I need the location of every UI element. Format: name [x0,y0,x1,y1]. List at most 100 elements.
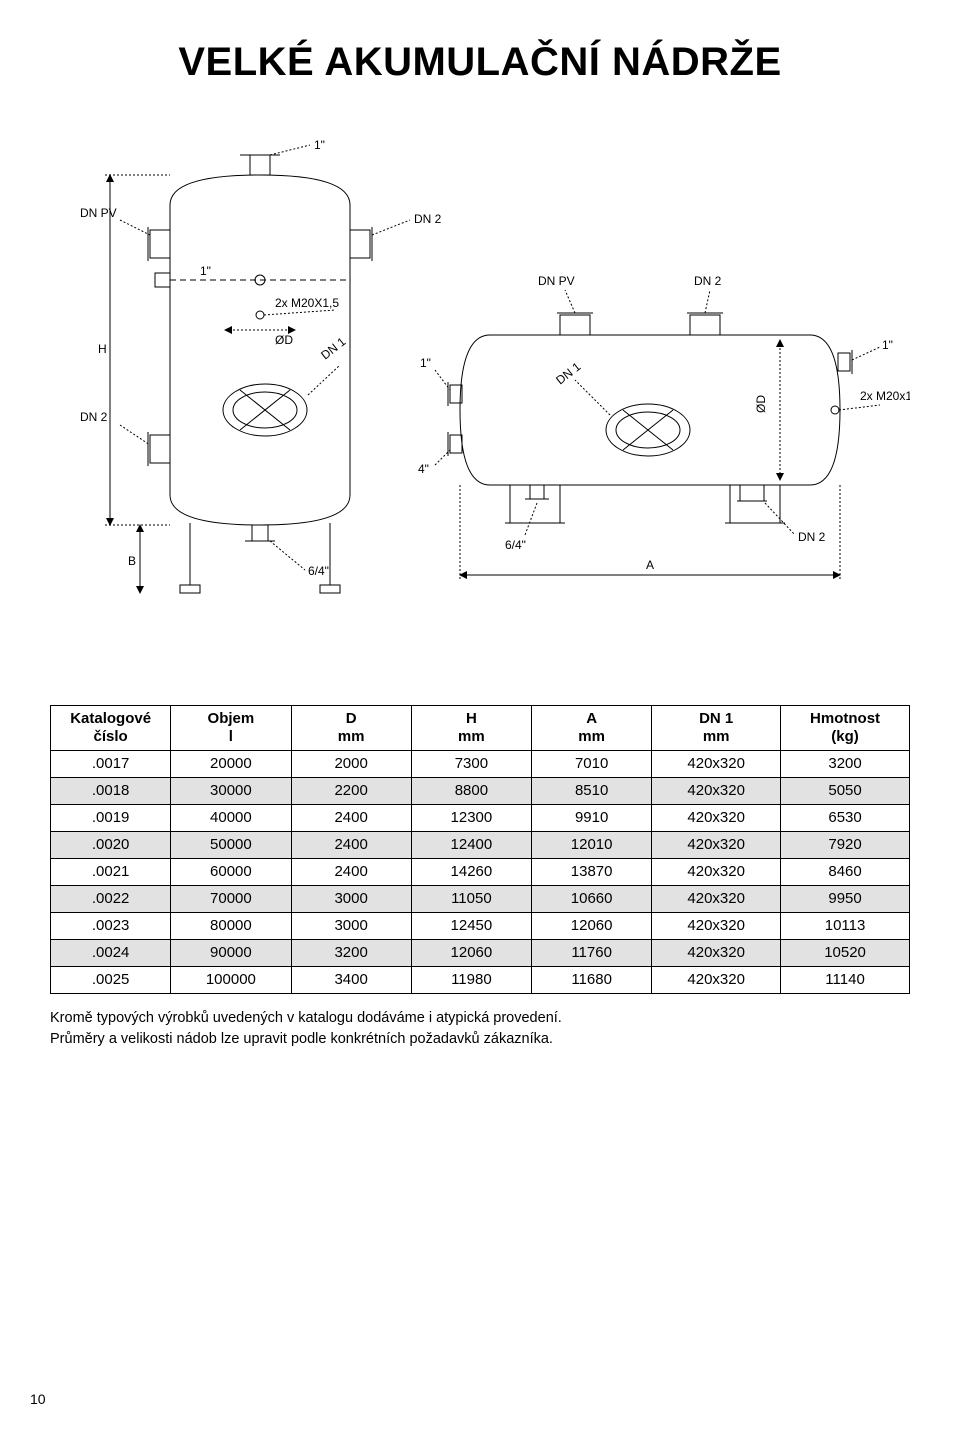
table-cell: 3200 [291,940,411,967]
table-cell: 9950 [781,886,910,913]
table-row: .00205000024001240012010420x3207920 [51,832,910,859]
table-cell: 2000 [291,751,411,778]
table-cell: 6530 [781,805,910,832]
table-cell: 90000 [171,940,291,967]
table-row: .00238000030001245012060420x32010113 [51,913,910,940]
table-cell: 7300 [411,751,531,778]
table-cell: 10660 [532,886,652,913]
page-title: VELKÉ AKUMULAČNÍ NÁDRŽE [50,40,910,85]
table-cell: 2400 [291,805,411,832]
table-cell: 10520 [781,940,910,967]
table-cell: 10113 [781,913,910,940]
col-header: Objeml [171,706,291,751]
table-cell: .0018 [51,778,171,805]
table-cell: 420x320 [652,751,781,778]
svg-text:DN 2: DN 2 [80,410,108,424]
table-cell: 20000 [171,751,291,778]
svg-text:4": 4" [418,462,429,476]
col-header-top: Hmotnost [787,710,903,728]
table-cell: 420x320 [652,805,781,832]
table-row: .001720000200073007010420x3203200 [51,751,910,778]
table-cell: 5050 [781,778,910,805]
table-cell: 11050 [411,886,531,913]
table-cell: 12300 [411,805,531,832]
table-cell: 420x320 [652,832,781,859]
table-cell: 2400 [291,832,411,859]
table-cell: .0023 [51,913,171,940]
table-row: .00216000024001426013870420x3208460 [51,859,910,886]
table-cell: 8510 [532,778,652,805]
page-number: 10 [30,1391,46,1407]
table-head: KatalogovéčísloObjemlDmmHmmAmmDN 1mmHmot… [51,706,910,751]
col-header-top: DN 1 [658,710,774,728]
svg-text:ØD: ØD [275,333,293,347]
svg-text:6/4": 6/4" [308,564,329,578]
table-cell: 2400 [291,859,411,886]
table-cell: .0019 [51,805,171,832]
col-header-top: A [538,710,645,728]
svg-text:1": 1" [420,356,431,370]
table-cell: .0024 [51,940,171,967]
table-header-row: KatalogovéčísloObjemlDmmHmmAmmDN 1mmHmot… [51,706,910,751]
table-row: .00249000032001206011760420x32010520 [51,940,910,967]
svg-text:DN 2: DN 2 [798,530,826,544]
table-cell: 11140 [781,967,910,994]
col-header: Amm [532,706,652,751]
svg-text:B: B [128,554,136,568]
table-body: .001720000200073007010420x3203200.001830… [51,751,910,994]
table-cell: 2200 [291,778,411,805]
table-cell: 3000 [291,886,411,913]
table-cell: 70000 [171,886,291,913]
table-cell: .0020 [51,832,171,859]
table-cell: .0022 [51,886,171,913]
table-cell: 420x320 [652,778,781,805]
table-cell: 9910 [532,805,652,832]
col-header: Hmm [411,706,531,751]
col-header: Dmm [291,706,411,751]
table-cell: 420x320 [652,940,781,967]
svg-text:DN 1: DN 1 [318,334,348,362]
table-cell: 80000 [171,913,291,940]
table-cell: .0021 [51,859,171,886]
col-header-bottom: mm [298,728,405,746]
table-cell: 12400 [411,832,531,859]
svg-text:1": 1" [882,338,893,352]
svg-text:DN PV: DN PV [538,274,575,288]
table-cell: 13870 [532,859,652,886]
col-header: Katalogovéčíslo [51,706,171,751]
svg-text:DN PV: DN PV [80,206,117,220]
table-row: .002510000034001198011680420x32011140 [51,967,910,994]
note-line-1: Kromě typových výrobků uvedených v katal… [50,1008,910,1029]
svg-text:ØD: ØD [754,395,768,413]
table-cell: 12010 [532,832,652,859]
svg-text:A: A [646,558,654,572]
svg-text:H: H [98,342,107,356]
col-header: Hmotnost(kg) [781,706,910,751]
table-cell: 12060 [411,940,531,967]
col-header-top: H [418,710,525,728]
table-row: .00227000030001105010660420x3209950 [51,886,910,913]
svg-text:DN 2: DN 2 [694,274,722,288]
table-cell: 7920 [781,832,910,859]
tank-svg: 1" DN PV DN 2 1" 2x M20X1,5 [50,125,910,655]
col-header-bottom: mm [538,728,645,746]
svg-text:2x M20X1,5: 2x M20X1,5 [275,296,339,310]
table-cell: .0017 [51,751,171,778]
col-header-bottom: mm [418,728,525,746]
table-row: .001830000220088008510420x3205050 [51,778,910,805]
table-cell: 420x320 [652,967,781,994]
svg-text:DN 1: DN 1 [553,359,583,387]
svg-text:2x M20x1,5: 2x M20x1,5 [860,389,910,403]
table-cell: 8800 [411,778,531,805]
col-header-top: Objem [177,710,284,728]
table-row: .0019400002400123009910420x3206530 [51,805,910,832]
table-cell: 50000 [171,832,291,859]
table-cell: 11980 [411,967,531,994]
table-cell: 100000 [171,967,291,994]
col-header: DN 1mm [652,706,781,751]
col-header-top: D [298,710,405,728]
svg-text:1": 1" [200,264,211,278]
table-cell: 30000 [171,778,291,805]
table-cell: 11760 [532,940,652,967]
table-cell: 12060 [532,913,652,940]
